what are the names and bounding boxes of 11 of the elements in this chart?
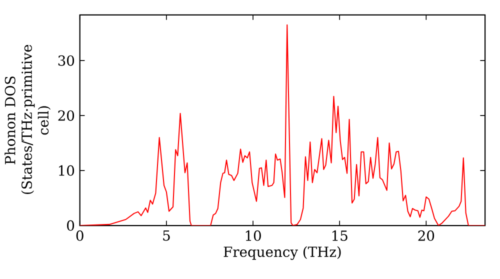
x-tick-label: 10 bbox=[246, 230, 261, 241]
x-axis-title: Frequency (THz) bbox=[224, 246, 341, 260]
y-axis-title: Phonon DOS (States/THz·primitive cell) bbox=[4, 44, 51, 194]
x-tick-label: 0 bbox=[76, 230, 84, 241]
y-tick-label: 30 bbox=[58, 55, 74, 66]
x-tick-label: 20 bbox=[418, 230, 434, 241]
y-tick-label: 20 bbox=[58, 110, 74, 121]
y-tick-label: 10 bbox=[59, 165, 74, 176]
y-tick-label: 0 bbox=[67, 220, 74, 231]
x-tick-label: 5 bbox=[163, 230, 170, 241]
x-tick-label: 15 bbox=[332, 230, 348, 241]
